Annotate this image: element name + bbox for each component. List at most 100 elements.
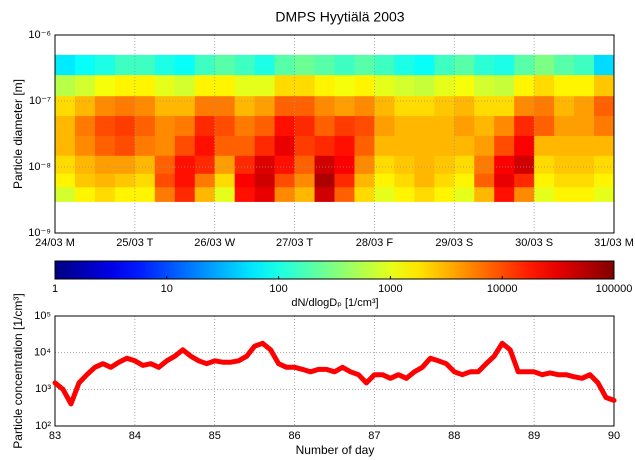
- heatmap-cell: [394, 115, 415, 136]
- heatmap-cell: [334, 173, 355, 188]
- heatmap-cell: [374, 186, 395, 202]
- x-tick-label: 84: [129, 430, 141, 442]
- heatmap-cell: [434, 155, 455, 174]
- heatmap-cell: [55, 115, 76, 136]
- heatmap-cell: [334, 115, 355, 136]
- heatmap-cell: [574, 155, 595, 174]
- heatmap-cell: [134, 115, 156, 136]
- heatmap-cell: [134, 95, 156, 117]
- heatmap-cell: [154, 74, 176, 97]
- heatmap-cell: [494, 54, 515, 76]
- heatmap-cell: [534, 186, 555, 202]
- heatmap-cell: [194, 95, 216, 117]
- heatmap-cell: [214, 95, 236, 117]
- heatmap-cell: [214, 74, 236, 97]
- heatmap-cell: [514, 186, 535, 202]
- heatmap-cell: [114, 115, 136, 136]
- x-tick-label: 88: [448, 430, 460, 442]
- heatmap-cell: [154, 54, 176, 76]
- heatmap-cell: [274, 54, 295, 76]
- heatmap-cell: [574, 95, 595, 117]
- heatmap-cell: [314, 95, 335, 117]
- heatmap-cell: [354, 74, 375, 97]
- heatmap-cell: [294, 54, 315, 76]
- heatmap-cell: [334, 74, 355, 97]
- x-tick-label: 87: [368, 430, 380, 442]
- heatmap-cell: [354, 173, 375, 188]
- data-line: [52, 340, 617, 407]
- heatmap-cell: [454, 155, 475, 174]
- heatmap-cell: [374, 135, 395, 156]
- heatmap-cell: [214, 186, 236, 202]
- heatmap-cell: [574, 54, 595, 76]
- heatmap-cell: [354, 54, 375, 76]
- heatmap-cell: [174, 115, 196, 136]
- y-tick-label: 10⁵: [34, 310, 51, 322]
- heatmap-cell: [55, 186, 76, 202]
- heatmap-cell: [274, 155, 295, 174]
- heatmap-cell: [414, 155, 435, 174]
- heatmap-cell: [554, 74, 575, 97]
- heatmap-cell: [194, 155, 216, 174]
- heatmap-cell: [514, 74, 535, 97]
- heatmap-cell: [454, 115, 475, 136]
- heatmap-cell: [214, 173, 236, 188]
- heatmap-cell: [474, 155, 495, 174]
- heatmap-cell: [374, 115, 395, 136]
- heatmap-cell: [254, 135, 276, 156]
- heatmap-cell: [134, 54, 156, 76]
- heatmap-cell: [534, 115, 555, 136]
- heatmap-cell: [74, 173, 96, 188]
- x-tick-label: 29/03 S: [435, 237, 473, 249]
- heatmap-cell: [55, 155, 76, 174]
- heatmap-cell: [214, 115, 236, 136]
- heatmap-cell: [154, 173, 176, 188]
- heatmap-cell: [294, 155, 315, 174]
- heatmap-cell: [514, 115, 535, 136]
- heatmap-cell: [474, 135, 495, 156]
- heatmap-cell: [274, 135, 295, 156]
- heatmap-cell: [274, 115, 295, 136]
- heatmap-cell: [294, 95, 315, 117]
- y-tick-label: 10⁴: [34, 347, 51, 359]
- heatmap-cell: [94, 135, 116, 156]
- heatmap-cell: [254, 115, 276, 136]
- heatmap-cell: [574, 135, 595, 156]
- heatmap-cell: [594, 115, 615, 136]
- heatmap-cell: [554, 155, 575, 174]
- heatmap-cell: [514, 54, 535, 76]
- heatmap-cell: [154, 186, 176, 202]
- x-tick-label: 90: [608, 430, 620, 442]
- y-tick-label: 10³: [35, 383, 51, 395]
- heatmap-cell: [274, 95, 295, 117]
- heatmap-cell: [334, 135, 355, 156]
- heatmap-cell: [134, 155, 156, 174]
- heatmap-cell: [574, 74, 595, 97]
- heatmap-cell: [474, 74, 495, 97]
- heatmap-cell: [254, 54, 276, 76]
- heatmap-cell: [314, 54, 335, 76]
- heatmap-cell: [534, 155, 555, 174]
- heatmap-cell: [174, 186, 196, 202]
- heatmap-cell: [414, 115, 435, 136]
- heatmap-cell: [454, 186, 475, 202]
- heatmap-cell: [254, 155, 276, 174]
- heatmap-cell: [414, 95, 435, 117]
- heatmap-cell: [534, 173, 555, 188]
- heatmap-cell: [394, 54, 415, 76]
- heatmap-cell: [55, 54, 76, 76]
- y-axis-label: Particle diameter [m]: [11, 79, 25, 189]
- heatmap-cell: [55, 95, 76, 117]
- x-tick-label: 26/03 W: [194, 237, 236, 249]
- heatmap-cell: [454, 95, 475, 117]
- heatmap-cell: [314, 74, 335, 97]
- x-tick-label: 28/03 F: [356, 237, 394, 249]
- heatmap-cell: [594, 155, 615, 174]
- heatmap-cell: [454, 135, 475, 156]
- heatmap-cell: [554, 54, 575, 76]
- heatmap-cell: [394, 173, 415, 188]
- heatmap-cell: [554, 186, 575, 202]
- heatmap-cell: [314, 155, 335, 174]
- heatmap-cell: [434, 115, 455, 136]
- heatmap-cell: [214, 54, 236, 76]
